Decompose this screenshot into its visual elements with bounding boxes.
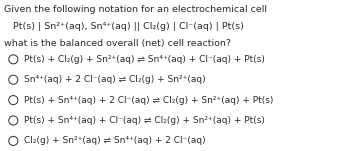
Text: Given the following notation for an electrochemical cell: Given the following notation for an elec… xyxy=(4,5,267,14)
Text: Pt(s) + Cl₂(g) + Sn²⁺(aq) ⇌ Sn⁴⁺(aq) + Cl⁻(aq) + Pt(s): Pt(s) + Cl₂(g) + Sn²⁺(aq) ⇌ Sn⁴⁺(aq) + C… xyxy=(24,55,265,64)
Text: Pt(s) + Sn⁴⁺(aq) + 2 Cl⁻(aq) ⇌ Cl₂(g) + Sn²⁺(aq) + Pt(s): Pt(s) + Sn⁴⁺(aq) + 2 Cl⁻(aq) ⇌ Cl₂(g) + … xyxy=(24,96,273,105)
Text: Pt(s) + Sn⁴⁺(aq) + Cl⁻(aq) ⇌ Cl₂(g) + Sn²⁺(aq) + Pt(s): Pt(s) + Sn⁴⁺(aq) + Cl⁻(aq) ⇌ Cl₂(g) + Sn… xyxy=(24,116,265,125)
Text: Sn⁴⁺(aq) + 2 Cl⁻(aq) ⇌ Cl₂(g) + Sn²⁺(aq): Sn⁴⁺(aq) + 2 Cl⁻(aq) ⇌ Cl₂(g) + Sn²⁺(aq) xyxy=(24,75,205,84)
Text: what is the balanced overall (net) cell reaction?: what is the balanced overall (net) cell … xyxy=(4,39,231,48)
Text: Pt(s) | Sn²⁺(aq), Sn⁴⁺(aq) || Cl₂(g) | Cl⁻(aq) | Pt(s): Pt(s) | Sn²⁺(aq), Sn⁴⁺(aq) || Cl₂(g) | C… xyxy=(4,22,244,31)
Text: Cl₂(g) + Sn²⁺(aq) ⇌ Sn⁴⁺(aq) + 2 Cl⁻(aq): Cl₂(g) + Sn²⁺(aq) ⇌ Sn⁴⁺(aq) + 2 Cl⁻(aq) xyxy=(24,136,205,145)
